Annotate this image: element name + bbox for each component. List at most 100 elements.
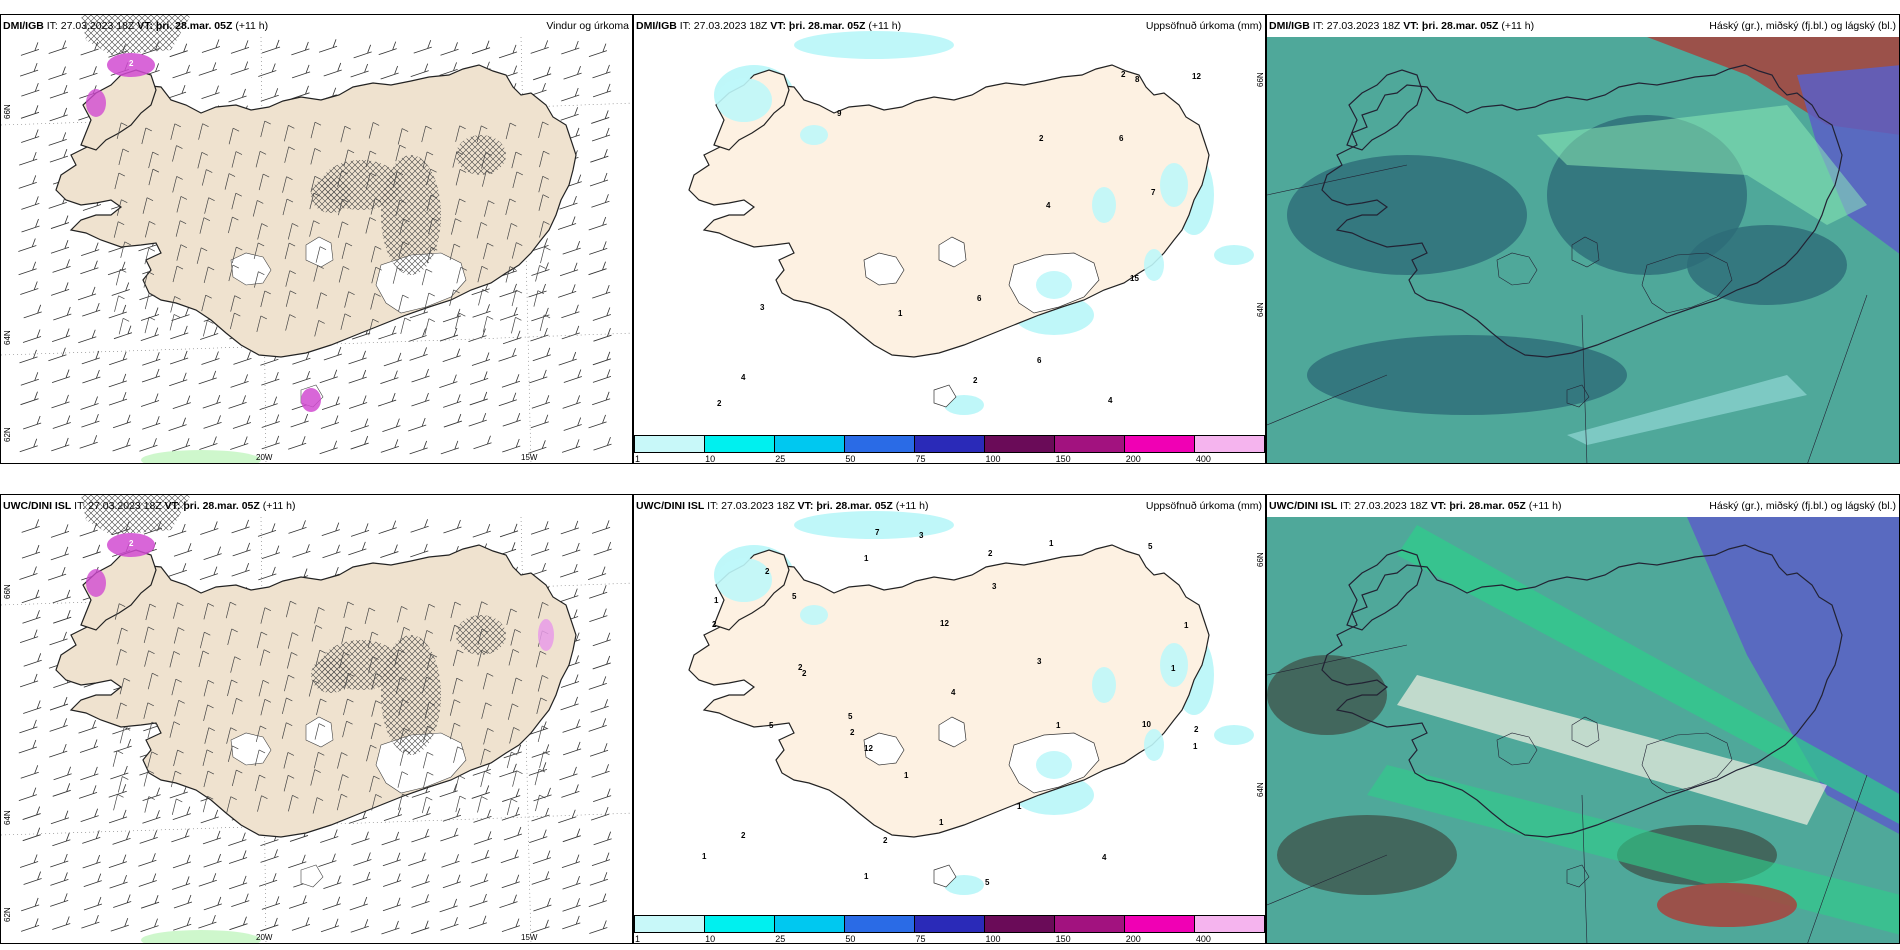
wind-barb bbox=[471, 40, 491, 55]
wind-barb bbox=[230, 374, 249, 388]
wind-barb bbox=[78, 785, 98, 799]
wind-barb bbox=[48, 40, 67, 54]
colorbar-tick-label: 400 bbox=[1195, 934, 1211, 944]
wind-barb bbox=[230, 436, 249, 450]
wind-barb bbox=[383, 352, 402, 367]
wind-barb bbox=[592, 369, 612, 383]
wind-barb bbox=[170, 350, 189, 365]
wind-barb bbox=[592, 285, 611, 299]
wind-barb bbox=[533, 66, 552, 81]
wind-barb bbox=[318, 39, 338, 53]
low-cloud bbox=[1287, 155, 1527, 275]
wind-barb bbox=[260, 849, 279, 863]
colorbar-swatch bbox=[1195, 916, 1264, 932]
wind-barb bbox=[588, 676, 607, 690]
wind-barb bbox=[291, 64, 311, 79]
wind-barb bbox=[108, 809, 128, 824]
wind-barb bbox=[532, 850, 552, 864]
wind-barb bbox=[260, 88, 279, 102]
precip-value-label: 2 bbox=[129, 59, 134, 68]
wind-barb bbox=[20, 42, 40, 56]
wind-barb bbox=[562, 741, 582, 756]
precip-band bbox=[141, 930, 261, 943]
wind-barb bbox=[288, 436, 307, 450]
precip-cell bbox=[538, 619, 554, 651]
init-time: IT: 27.03.2023 18Z bbox=[74, 500, 162, 512]
wind-barb bbox=[413, 39, 432, 54]
model-name: DMI/IGB bbox=[3, 20, 44, 32]
wind-barb bbox=[439, 898, 458, 913]
wind-barb bbox=[19, 629, 39, 643]
wind-barb bbox=[410, 543, 429, 558]
wind-barb bbox=[592, 391, 611, 406]
wind-barb bbox=[592, 788, 612, 803]
wind-barb bbox=[408, 852, 427, 867]
precip-value-label: 2 bbox=[765, 567, 770, 576]
wind-barb bbox=[51, 328, 71, 342]
longitude-label: 20W bbox=[256, 453, 273, 462]
wind-barb bbox=[593, 328, 612, 342]
wind-barb bbox=[112, 831, 131, 845]
wind-barb bbox=[443, 519, 462, 534]
wind-barb bbox=[558, 351, 577, 366]
wind-barb bbox=[23, 415, 42, 430]
wind-barb bbox=[172, 806, 191, 821]
wind-barb bbox=[22, 806, 41, 820]
wind-barb bbox=[440, 440, 459, 455]
precip-value-label: 2 bbox=[988, 549, 993, 558]
wind-barb bbox=[53, 766, 72, 781]
wind-barb bbox=[560, 696, 579, 711]
precip-area bbox=[1092, 187, 1116, 223]
wind-barb bbox=[409, 347, 428, 361]
wind-barb bbox=[588, 261, 607, 276]
wind-barb bbox=[258, 566, 277, 581]
wind-barb bbox=[353, 852, 372, 866]
glacier bbox=[863, 252, 905, 286]
wind-barb bbox=[22, 329, 42, 343]
wind-barb bbox=[592, 632, 611, 647]
wind-barb bbox=[107, 261, 127, 276]
wind-barb bbox=[378, 520, 397, 534]
wind-barb bbox=[138, 873, 157, 887]
precip-area bbox=[1214, 245, 1254, 265]
wind-barb bbox=[531, 871, 550, 885]
precip-hatch bbox=[81, 15, 191, 55]
wind-barb bbox=[21, 897, 40, 912]
precip-value-label: 1 bbox=[1049, 539, 1054, 548]
wind-barb bbox=[50, 853, 69, 868]
wind-barb bbox=[261, 371, 280, 386]
wind-barb bbox=[561, 87, 580, 102]
wind-barb bbox=[469, 391, 488, 406]
precip-area bbox=[1092, 667, 1116, 703]
precip-hatch bbox=[381, 155, 441, 275]
wind-barb bbox=[321, 522, 340, 536]
glacier bbox=[300, 864, 324, 888]
wind-barb bbox=[560, 107, 579, 121]
wind-barb bbox=[50, 215, 70, 229]
wind-barb bbox=[18, 739, 37, 754]
precip-value-label: 3 bbox=[919, 531, 924, 540]
precip-area bbox=[800, 125, 828, 145]
wind-barb bbox=[80, 766, 99, 781]
precip-value-label: 1 bbox=[864, 872, 869, 881]
wind-barb bbox=[562, 542, 581, 557]
wind-barb bbox=[589, 920, 608, 934]
wind-barb bbox=[49, 148, 69, 163]
wind-barb bbox=[49, 718, 68, 732]
valid-time: VT: þri. 28.mar. 05Z bbox=[1403, 20, 1499, 32]
wind-barb bbox=[261, 39, 281, 54]
latitude-label: 64N bbox=[1256, 302, 1265, 317]
wind-barb bbox=[19, 349, 38, 364]
wind-barb bbox=[591, 110, 610, 124]
wind-barb bbox=[80, 260, 99, 275]
precip-hatch bbox=[456, 615, 506, 655]
wind-barb bbox=[559, 195, 578, 210]
wind-barb bbox=[382, 852, 402, 867]
wind-barb bbox=[19, 152, 38, 166]
wind-barb bbox=[533, 787, 552, 802]
wind-barb bbox=[229, 916, 248, 931]
precip-value-label: 5 bbox=[848, 712, 853, 721]
wind-barb bbox=[439, 62, 458, 76]
colorbar-swatch bbox=[775, 436, 845, 452]
wind-barb bbox=[52, 259, 71, 273]
